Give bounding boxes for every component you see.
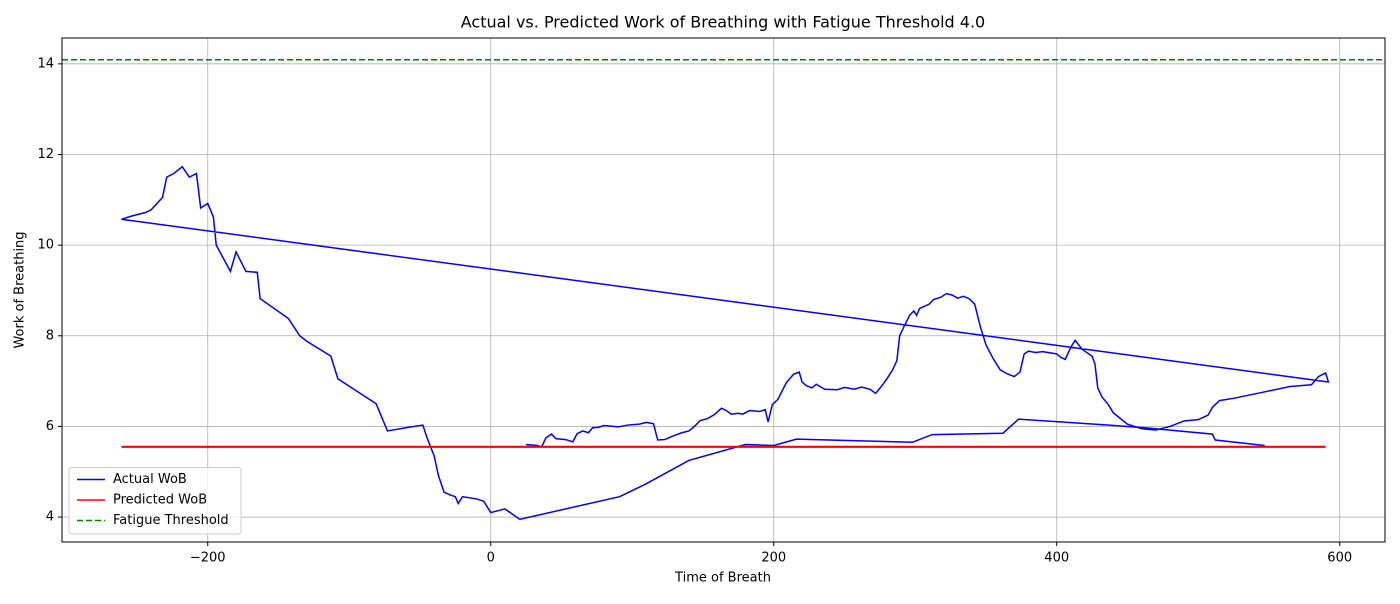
y-axis-label: Work of Breathing <box>13 231 28 348</box>
y-tick-label: 4 <box>46 510 54 525</box>
chart-title: Actual vs. Predicted Work of Breathing w… <box>461 13 985 32</box>
y-tick-label: 14 <box>37 56 54 71</box>
x-tick-label: 400 <box>1044 551 1069 566</box>
x-tick-label: 0 <box>487 551 495 566</box>
legend-box <box>68 467 242 535</box>
y-tick-label: 10 <box>37 238 54 253</box>
legend-label: Fatigue Threshold <box>113 513 229 528</box>
data-line <box>121 165 1330 521</box>
y-tick-label: 8 <box>46 328 54 343</box>
legend-label: Actual WoB <box>113 472 187 487</box>
x-tick-label: 600 <box>1327 551 1352 566</box>
x-tick-label: −200 <box>190 551 226 566</box>
y-tick-label: 6 <box>46 419 54 434</box>
y-tick-label: 12 <box>37 147 54 162</box>
x-axis-label: Time of Breath <box>674 571 771 586</box>
legend-label: Predicted WoB <box>113 493 207 508</box>
x-tick-label: 200 <box>761 551 786 566</box>
plot-frame <box>61 37 1386 543</box>
